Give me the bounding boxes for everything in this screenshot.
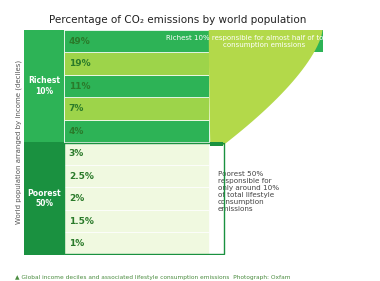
Polygon shape	[210, 142, 223, 146]
Text: ▲ Global income deciles and associated lifestyle consumption emissions  Photogra: ▲ Global income deciles and associated l…	[15, 275, 291, 280]
Y-axis label: World population arranged by income (deciles): World population arranged by income (dec…	[15, 60, 22, 225]
Text: 11%: 11%	[69, 82, 90, 91]
Bar	[64, 30, 209, 53]
Bar	[209, 30, 323, 53]
Bar	[24, 30, 64, 142]
Bar	[64, 120, 209, 142]
Bar	[64, 142, 209, 165]
Text: 49%: 49%	[69, 37, 90, 46]
Bar	[64, 232, 209, 255]
Text: Poorest 50%
responsible for
only around 10%
of total lifestyle
consumption
emiss: Poorest 50% responsible for only around …	[218, 171, 279, 212]
Text: 4%: 4%	[69, 127, 84, 136]
Bar	[64, 165, 209, 187]
Bar	[24, 142, 64, 255]
Text: Richest 10% responsible for almost half of total lifestyle
consumption emissions: Richest 10% responsible for almost half …	[166, 35, 362, 48]
Bar	[64, 98, 209, 120]
Text: 19%: 19%	[69, 59, 90, 68]
Bar	[64, 143, 224, 254]
Bar	[64, 53, 209, 75]
Text: 7%: 7%	[69, 104, 84, 113]
Text: Poorest
50%: Poorest 50%	[27, 189, 61, 208]
Bar	[64, 210, 209, 232]
Text: 1%: 1%	[69, 239, 84, 248]
Text: 3%: 3%	[69, 149, 84, 158]
Title: Percentage of CO₂ emissions by world population: Percentage of CO₂ emissions by world pop…	[49, 15, 307, 25]
Text: Richest
10%: Richest 10%	[28, 76, 60, 96]
Polygon shape	[209, 30, 323, 146]
Text: 2%: 2%	[69, 194, 84, 203]
Text: 2.5%: 2.5%	[69, 172, 94, 181]
Bar	[64, 187, 209, 210]
Text: 1.5%: 1.5%	[69, 217, 94, 226]
Bar	[64, 75, 209, 98]
